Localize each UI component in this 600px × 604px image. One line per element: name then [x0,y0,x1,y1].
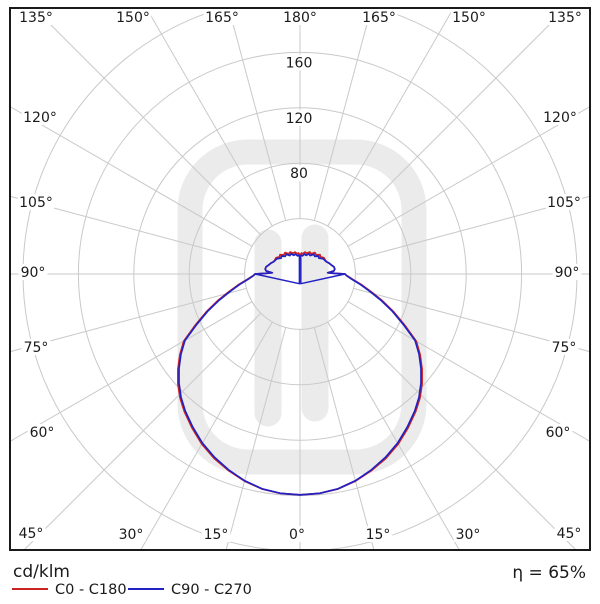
angle-label-bottom-2-bg [286,526,308,542]
axis-labels: 80 120 160 135° 150° 165° 180° 165° 150° 135° 120°… [16,9,584,543]
angle-label-top-2-bg [203,9,241,25]
plot-border [9,7,591,551]
grid-radial-195 [228,9,287,221]
radial-tick-label-160-bg [284,54,314,71]
angle-label-left-0: 120° [23,110,57,126]
grid-radial-45 [338,312,576,549]
radial-tick-label-80-bg [288,165,310,182]
grid-radial-165 [313,9,372,221]
grid-radial-15 [313,327,375,549]
grid-radial-105 [353,196,589,261]
angle-label-top-5-bg [450,9,488,25]
angle-label-left-0-bg [21,109,59,125]
angle-label-left-5: 45° [19,526,44,542]
inner-v-stem-right [300,257,346,285]
legend-label-c0-c180: C0 - C180 [55,582,127,598]
grid-radial-75 [353,287,589,352]
angle-label-top-1-bg [114,9,152,25]
grid-radial-60 [347,301,589,442]
angle-label-right-5-bg [554,525,584,541]
angle-label-right-1-bg [545,194,583,210]
angle-label-top-0-bg [17,9,55,25]
angle-label-left-5-bg [16,525,46,541]
grid-radial-210 [146,9,273,227]
angle-label-top-6: 135° [548,10,582,26]
angle-label-bottom-2: 0° [289,527,305,543]
angle-label-right-0: 120° [543,110,577,126]
angle-label-bottom-0: 30° [119,527,144,543]
angle-label-left-1: 105° [19,195,53,211]
grid-radial-120 [347,106,589,247]
curve-c90-c270 [178,253,422,496]
angle-label-left-1-bg [17,194,55,210]
radial-tick-label-120: 120 [286,111,313,127]
angle-label-left-2-bg [18,264,48,280]
angle-label-bottom-3: 15° [366,527,391,543]
grid-radial-315 [24,312,262,549]
angle-label-top-2: 165° [205,10,239,26]
radial-tick-label-120-bg [284,109,314,126]
angle-label-left-3-bg [21,339,51,355]
grid-radial-300 [11,301,253,442]
angle-label-bottom-4-bg [453,526,483,542]
inner-v-stem-left [254,257,301,285]
angle-label-right-3: 75° [552,340,577,356]
angle-label-left-2: 90° [21,265,46,281]
grid-radial-135 [338,9,566,236]
grid-radial-225 [34,9,262,236]
angle-label-right-1: 105° [547,195,581,211]
angle-label-top-4-bg [360,9,398,25]
grid-radial-255 [11,196,247,261]
angle-label-right-5: 45° [557,526,582,542]
angle-label-right-4-bg [543,424,573,440]
legend-label-c90-c270: C90 - C270 [171,582,252,598]
unit-label: cd/klm [13,562,70,582]
angle-label-bottom-3-bg [363,526,393,542]
angle-label-bottom-1-bg [201,526,231,542]
radial-tick-label-80: 80 [290,166,308,182]
angle-label-top-1: 150° [116,10,150,26]
angle-label-right-2: 90° [555,265,580,281]
angle-label-top-3-bg [281,9,319,25]
angle-label-left-3: 75° [24,340,49,356]
grid-radial-150 [327,9,454,227]
angle-label-top-5: 150° [452,10,486,26]
angle-label-top-0: 135° [19,10,53,26]
angle-label-top-3: 180° [283,10,317,26]
angle-label-top-6-bg [546,9,584,25]
angle-label-left-4: 60° [30,425,55,441]
angle-label-top-4: 165° [362,10,396,26]
angle-label-bottom-1: 15° [204,527,229,543]
angle-label-right-0-bg [541,109,579,125]
angle-label-left-4-bg [27,424,57,440]
angle-label-right-3-bg [549,339,579,355]
angle-label-right-2-bg [552,264,582,280]
angle-label-bottom-4: 30° [456,527,481,543]
angle-label-bottom-0-bg [116,526,146,542]
radial-tick-label-160: 160 [286,55,313,71]
grid-radial-345 [225,327,287,549]
angle-label-right-4: 60° [546,425,571,441]
efficiency-label: η = 65% [512,563,586,583]
intensity-curves [177,251,423,496]
grid-radial-240 [11,106,253,247]
grid-radial-285 [11,287,247,352]
